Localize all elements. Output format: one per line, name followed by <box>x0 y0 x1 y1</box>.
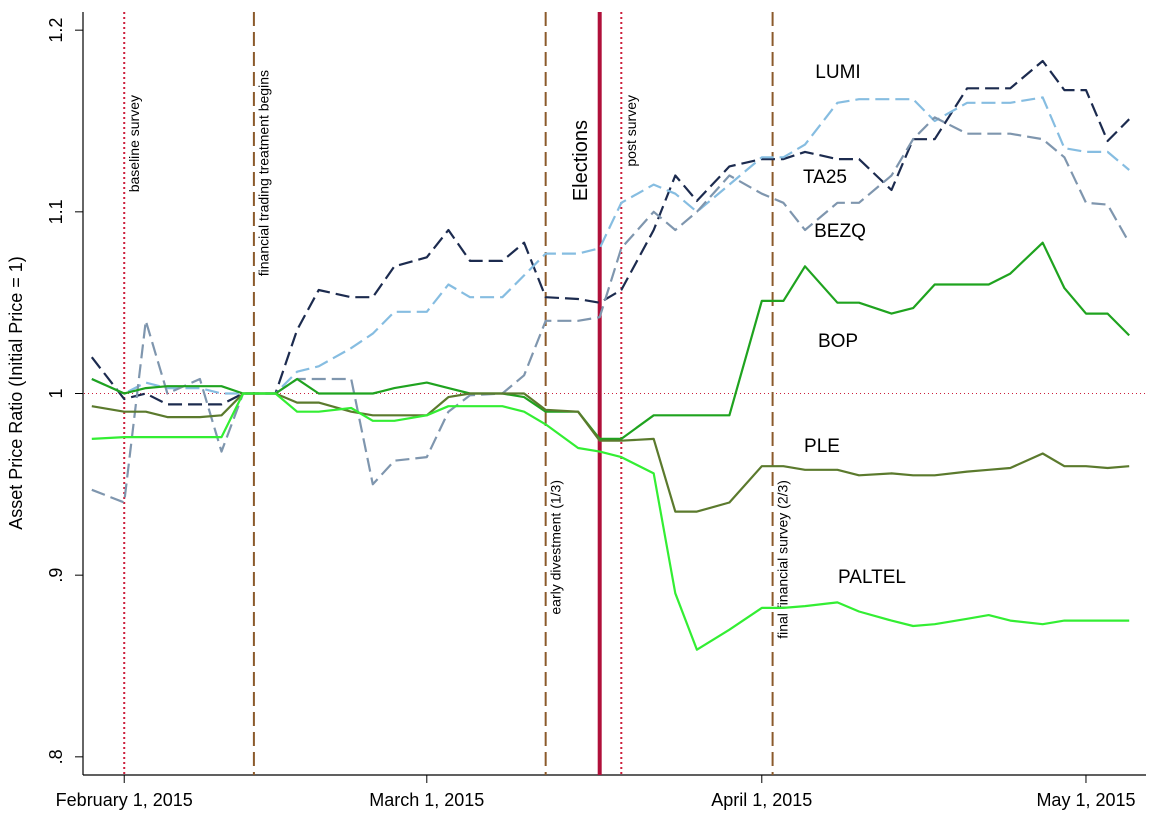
y-tick-label: .8 <box>46 749 66 764</box>
event-label: Elections <box>570 120 592 201</box>
event-label: final financial survey (2/3) <box>774 480 790 639</box>
x-tick-label: April 1, 2015 <box>711 790 812 810</box>
series-label: BEZQ <box>814 221 866 242</box>
event-label: post survey <box>623 95 639 167</box>
series-label: PALTEL <box>838 567 906 588</box>
series-label: LUMI <box>815 62 860 83</box>
y-tick-label: .9 <box>46 568 66 583</box>
series-line <box>91 116 1131 504</box>
series-label: PLE <box>804 436 840 457</box>
y-tick-label: 1.1 <box>46 199 66 224</box>
series-line <box>91 241 1130 440</box>
y-axis-label: Asset Price Ratio (Initial Price = 1) <box>6 256 26 530</box>
y-tick-label: 1.2 <box>46 18 66 43</box>
series-label: TA25 <box>803 167 847 188</box>
event-label: financial trading treatment begins <box>256 70 272 276</box>
event-label: baseline survey <box>126 95 142 192</box>
y-tick-label: 1 <box>46 388 66 398</box>
x-tick-label: February 1, 2015 <box>56 790 193 810</box>
x-tick-label: May 1, 2015 <box>1036 790 1135 810</box>
x-tick-label: March 1, 2015 <box>369 790 484 810</box>
series-line <box>90 59 1130 406</box>
series-label: BOP <box>818 331 858 352</box>
series-line <box>91 392 1130 513</box>
series-line <box>91 392 1130 651</box>
event-label: early divestment (1/3) <box>547 480 563 615</box>
series-line <box>91 96 1130 395</box>
